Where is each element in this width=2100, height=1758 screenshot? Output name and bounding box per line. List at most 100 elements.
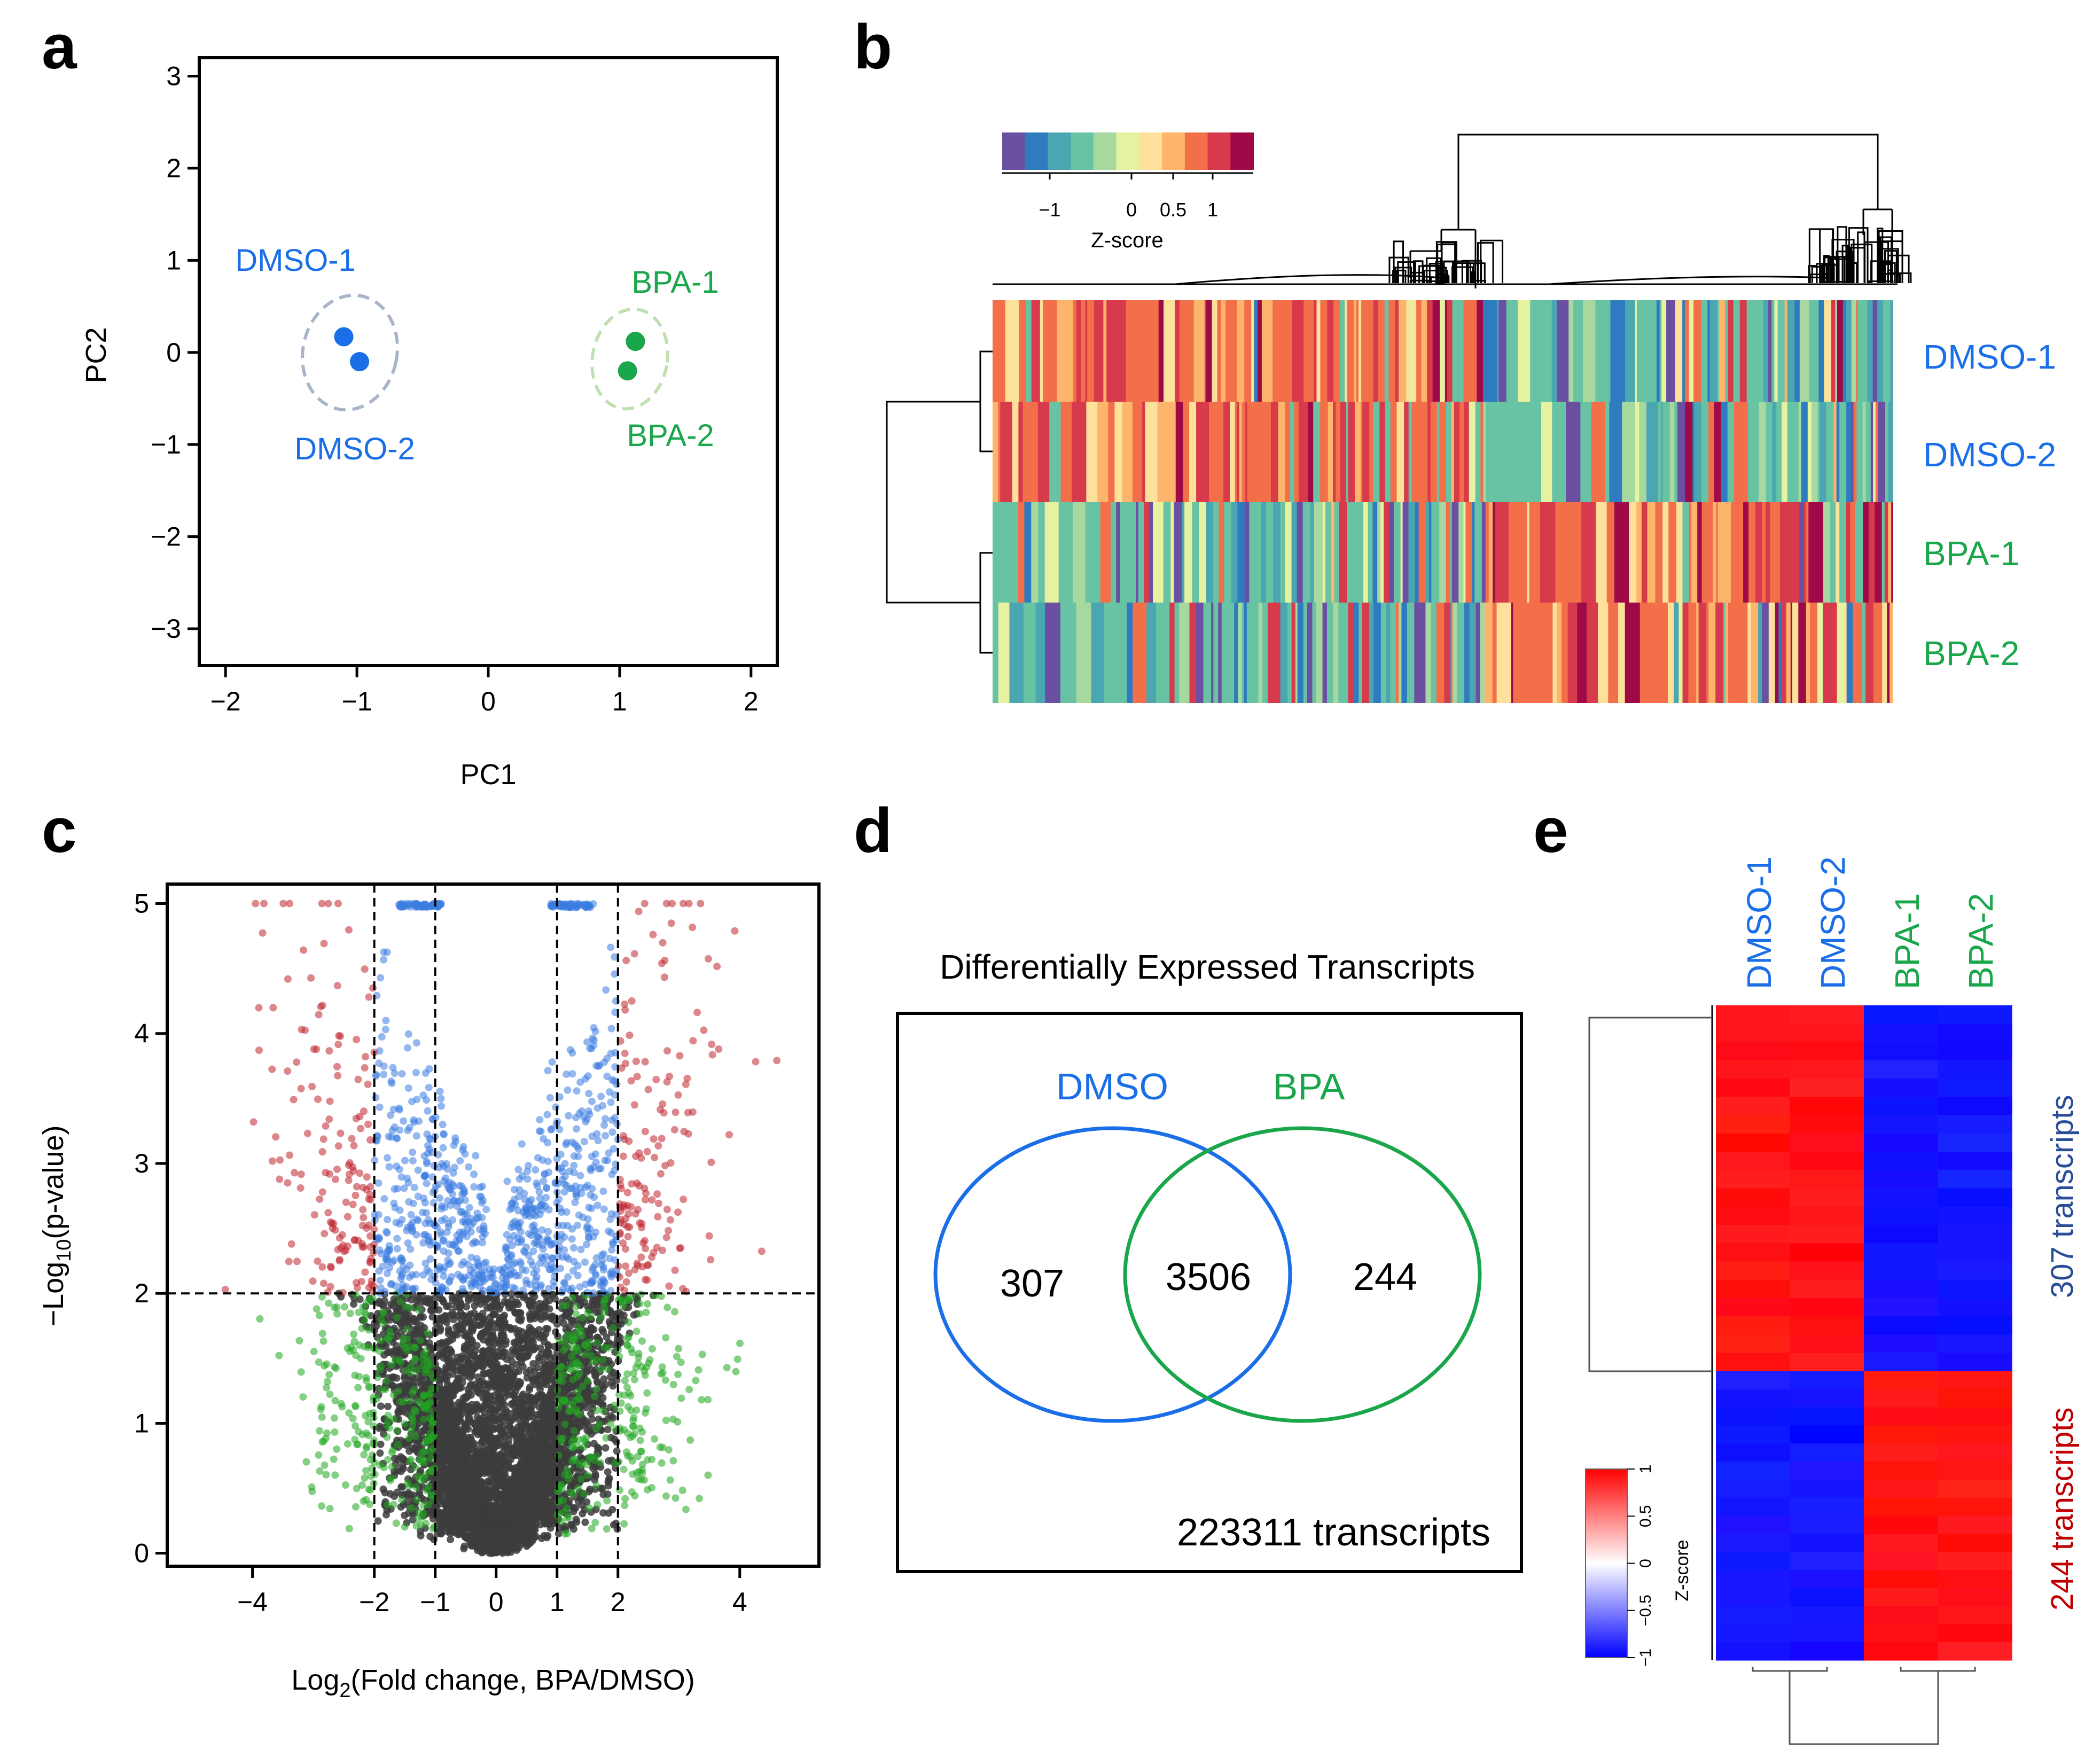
- heatmap-b-cell: [1727, 402, 1735, 502]
- heatmap-b-cell: [1085, 300, 1088, 402]
- heatmap-b-cell: [1346, 603, 1349, 703]
- heatmap-b-cell: [1872, 300, 1878, 402]
- heatmap-b-cell: [1525, 402, 1532, 502]
- colorbar-tick-label: −1: [1039, 199, 1060, 221]
- heatmap-b-cell: [1298, 300, 1304, 402]
- heatmap-b-cell: [1882, 502, 1885, 603]
- heatmap-b-cell: [1716, 502, 1719, 603]
- row-dendrogram-branch: [886, 401, 980, 604]
- heatmap-b-cell: [1163, 502, 1172, 603]
- heatmap-b-cell: [1258, 603, 1263, 703]
- heatmap-b-cell: [1106, 300, 1121, 402]
- heatmap-b-cell: [1416, 402, 1423, 502]
- heatmap-b-cell: [1118, 603, 1127, 703]
- heatmap-b-cell: [1327, 300, 1334, 402]
- heatmap-b-cell: [1174, 603, 1180, 703]
- heatmap-b-cell: [1354, 502, 1359, 603]
- heatmap-b-cell: [1692, 402, 1695, 502]
- heatmap-b-cell: [1388, 300, 1396, 402]
- pca-y-tick-label: 0: [166, 338, 181, 368]
- heatmap-b-cell: [1450, 603, 1453, 703]
- volcano-point-grey: [457, 1299, 465, 1307]
- heatmap-b-cell: [1807, 402, 1812, 502]
- heatmap-b-cell: [1863, 502, 1869, 603]
- heatmap-b-cell: [1345, 300, 1348, 402]
- heatmap-b-cell: [1517, 502, 1527, 603]
- heatmap-b-cell: [1469, 402, 1476, 502]
- volcano-point-grey: [603, 1333, 611, 1341]
- heatmap-b-cell: [1369, 603, 1374, 703]
- heatmap-b-cell: [1416, 300, 1419, 402]
- heatmap-b-cell: [1772, 402, 1777, 502]
- heatmap-b-cell: [1787, 402, 1793, 502]
- heatmap-b-cell: [1073, 502, 1086, 603]
- heatmap-b-cell: [1746, 300, 1754, 402]
- heatmap-b-cell: [1457, 603, 1463, 703]
- heatmap-b-cell: [1551, 300, 1557, 402]
- heatmap-b-cell: [1556, 603, 1562, 703]
- heatmap-b-cell: [1357, 502, 1364, 603]
- heatmap-b-cell: [1219, 502, 1224, 603]
- heatmap-b-cell: [1390, 603, 1396, 703]
- volcano-point-grey: [555, 1529, 563, 1537]
- heatmap-b-cell: [1844, 603, 1847, 703]
- heatmap-b-cell: [1273, 502, 1281, 603]
- heatmap-b-cell: [1425, 603, 1432, 703]
- heatmap-b-cell: [1792, 603, 1799, 703]
- heatmap-b-cell: [1756, 603, 1759, 703]
- heatmap-b-cell: [1156, 603, 1170, 703]
- heatmap-b-cell: [1418, 300, 1422, 402]
- volcano-point-grey: [582, 1403, 590, 1411]
- heatmap-b-cell: [1721, 402, 1728, 502]
- volcano-point-grey: [524, 1462, 532, 1470]
- heatmap-b-cell: [1481, 502, 1486, 603]
- heatmap-b-cell: [1477, 300, 1484, 402]
- heatmap-b-cell: [1851, 402, 1854, 502]
- volcano-point-grey: [432, 1319, 440, 1327]
- heatmap-b-cell: [1483, 402, 1486, 502]
- heatmap-b-cell: [1799, 502, 1805, 603]
- heatmap-b-cell: [1787, 300, 1795, 402]
- heatmap-b-cell: [1384, 502, 1390, 603]
- heatmap-b-row-dendrogram: [886, 350, 993, 654]
- heatmap-b-cell: [1818, 300, 1824, 402]
- heatmap-b-cell: [1097, 402, 1108, 502]
- heatmap-b-cell: [1662, 603, 1668, 703]
- heatmap-b-cell: [1338, 603, 1347, 703]
- heatmap-b-cell: [1444, 603, 1449, 703]
- heatmap-b-cell: [1043, 300, 1057, 402]
- heatmap-b-cell: [1736, 502, 1744, 603]
- heatmap-b-cell: [1232, 603, 1235, 703]
- heatmap-b-cell: [1625, 603, 1641, 703]
- pca-label-bpa-1: BPA-1: [631, 265, 719, 300]
- heatmap-b-cell: [1189, 402, 1197, 502]
- dendrogram-leaf: [1820, 264, 1828, 283]
- heatmap-b-cell: [1798, 603, 1807, 703]
- heatmap-b-cell: [1525, 603, 1538, 703]
- volcano-point-grey: [591, 1476, 599, 1484]
- volcano-points: [221, 900, 781, 1557]
- volcano-point-grey: [376, 1449, 384, 1457]
- volcano-point-grey: [442, 1510, 450, 1518]
- heatmap-b-cell: [1439, 502, 1447, 603]
- heatmap-b-cell: [1422, 402, 1428, 502]
- heatmap-b-cell: [1085, 502, 1101, 603]
- heatmap-b-cell: [1823, 603, 1830, 703]
- heatmap-b-cell: [1022, 402, 1036, 502]
- heatmap-b-cell: [1857, 300, 1860, 402]
- volcano-point-grey: [590, 1440, 598, 1448]
- heatmap-b-cell: [1196, 603, 1204, 703]
- heatmap-b-cell: [1038, 502, 1045, 603]
- panel-c-letter: c: [42, 795, 77, 866]
- heatmap-b-cell: [1758, 402, 1767, 502]
- heatmap-b-cell: [1230, 402, 1236, 502]
- heatmap-b-cell: [1673, 603, 1679, 703]
- heatmap-b-cell: [1452, 603, 1458, 703]
- heatmap-b-cell: [1639, 402, 1641, 502]
- volcano-point-grey: [439, 1296, 447, 1304]
- pca-y-tick-label: 3: [166, 61, 181, 91]
- heatmap-b-cell: [1254, 300, 1258, 402]
- heatmap-b-cell: [1566, 402, 1581, 502]
- volcano-point-grey: [442, 1302, 450, 1310]
- heatmap-b-cell: [1245, 402, 1248, 502]
